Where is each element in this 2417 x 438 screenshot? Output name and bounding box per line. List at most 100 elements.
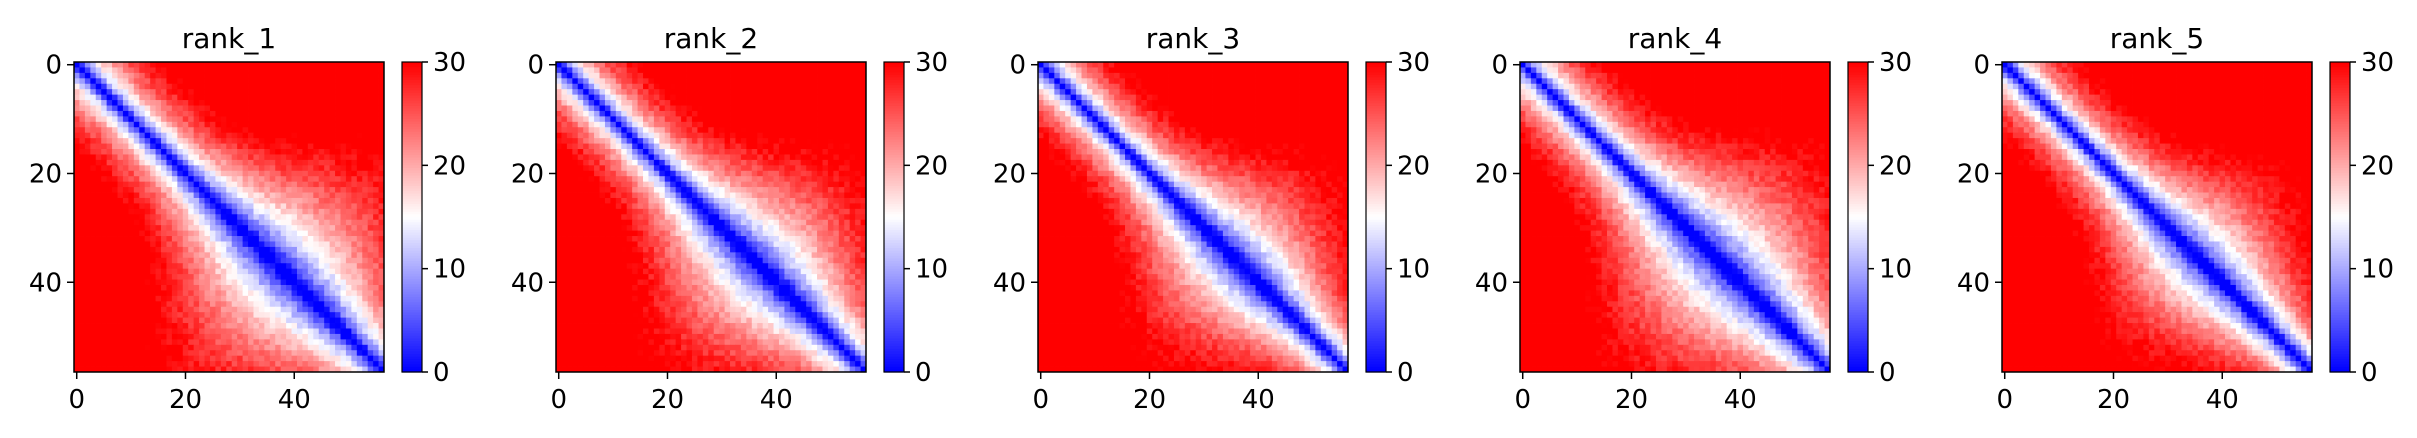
heatmap-cell bbox=[686, 127, 693, 134]
heatmap-cell bbox=[122, 192, 129, 199]
heatmap-cell bbox=[855, 132, 861, 139]
heatmap-cell bbox=[778, 94, 785, 101]
heatmap-cell bbox=[844, 170, 851, 177]
heatmap-cell bbox=[231, 268, 238, 275]
heatmap-cell bbox=[226, 268, 233, 275]
heatmap-cell bbox=[784, 67, 791, 74]
colorbar-segment bbox=[402, 108, 422, 112]
heatmap-cell bbox=[735, 138, 742, 144]
heatmap-cell bbox=[209, 116, 216, 123]
heatmap-cell bbox=[811, 149, 818, 155]
heatmap-cell bbox=[253, 312, 260, 319]
heatmap-cell bbox=[209, 127, 216, 134]
heatmap-cell bbox=[101, 268, 108, 275]
heatmap-cell bbox=[740, 83, 747, 90]
heatmap-cell bbox=[817, 83, 823, 90]
heatmap-cell bbox=[632, 83, 638, 90]
heatmap-cell bbox=[204, 306, 211, 313]
heatmap-cell bbox=[746, 165, 753, 172]
colorbar-segment bbox=[402, 325, 422, 329]
heatmap-cell bbox=[648, 154, 655, 161]
heatmap-cell bbox=[615, 170, 622, 177]
heatmap-cell bbox=[90, 159, 97, 166]
heatmap-cell bbox=[215, 225, 222, 231]
heatmap-cell bbox=[599, 67, 606, 74]
heatmap-cell bbox=[378, 350, 385, 357]
heatmap-cell bbox=[177, 361, 184, 367]
heatmap-cell bbox=[84, 132, 91, 139]
heatmap-cell bbox=[144, 339, 151, 346]
heatmap-cell bbox=[193, 361, 200, 367]
heatmap-cell bbox=[615, 100, 622, 106]
heatmap-cell bbox=[795, 154, 802, 161]
heatmap-cell bbox=[566, 170, 573, 177]
heatmap-cell bbox=[226, 72, 233, 79]
heatmap-cell bbox=[101, 274, 108, 280]
heatmap-cell bbox=[686, 110, 693, 117]
heatmap-cell bbox=[653, 110, 660, 117]
heatmap-cell bbox=[122, 257, 129, 264]
heatmap-cell bbox=[84, 317, 91, 324]
heatmap-cell bbox=[556, 100, 562, 106]
heatmap-cell bbox=[128, 165, 135, 172]
heatmap-cell bbox=[193, 208, 200, 215]
heatmap-cell bbox=[313, 252, 320, 259]
heatmap-cell bbox=[291, 350, 298, 357]
heatmap-cell bbox=[215, 230, 222, 237]
heatmap-cell bbox=[182, 214, 189, 221]
heatmap-cell bbox=[345, 143, 352, 150]
heatmap-cell bbox=[253, 105, 260, 112]
heatmap-cell bbox=[188, 355, 195, 362]
heatmap-cell bbox=[719, 143, 725, 150]
heatmap-cell bbox=[133, 181, 140, 188]
heatmap-cell bbox=[280, 290, 287, 297]
heatmap-cell bbox=[335, 83, 341, 90]
heatmap-cell bbox=[362, 143, 369, 150]
heatmap-cell bbox=[79, 284, 86, 291]
heatmap-cell bbox=[367, 225, 374, 231]
heatmap-cell bbox=[773, 203, 780, 210]
heatmap-cell bbox=[643, 132, 649, 139]
heatmap-cell bbox=[122, 301, 129, 308]
heatmap-cell bbox=[583, 89, 590, 96]
heatmap-cell bbox=[242, 257, 249, 264]
heatmap-cell bbox=[724, 62, 731, 68]
heatmap-cell bbox=[659, 165, 666, 172]
heatmap-cell bbox=[280, 323, 287, 329]
heatmap-cell bbox=[329, 230, 336, 237]
heatmap-cell bbox=[150, 78, 156, 85]
heatmap-cell bbox=[653, 170, 660, 177]
heatmap-cell bbox=[242, 72, 249, 79]
heatmap-cell bbox=[751, 105, 758, 112]
heatmap-cell bbox=[237, 339, 243, 346]
heatmap-cell bbox=[762, 170, 769, 177]
heatmap-cell bbox=[139, 355, 146, 362]
heatmap-cell bbox=[844, 62, 851, 68]
heatmap-cell bbox=[855, 72, 861, 79]
heatmap-cell bbox=[373, 192, 379, 199]
heatmap-cell bbox=[632, 72, 638, 79]
heatmap-cell bbox=[724, 181, 731, 188]
heatmap-cell bbox=[637, 143, 644, 150]
heatmap-cell bbox=[117, 78, 124, 85]
heatmap-cell bbox=[335, 94, 341, 101]
heatmap-cell bbox=[362, 214, 369, 221]
heatmap-cell bbox=[735, 110, 742, 117]
heatmap-cell bbox=[724, 176, 731, 183]
heatmap-cell bbox=[204, 312, 211, 319]
heatmap-cell bbox=[171, 62, 178, 68]
heatmap-cell bbox=[691, 132, 698, 139]
heatmap-cell bbox=[182, 116, 189, 123]
heatmap-cell bbox=[827, 197, 834, 204]
heatmap-cell bbox=[122, 143, 129, 150]
heatmap-cell bbox=[335, 246, 341, 253]
heatmap-cell bbox=[806, 89, 813, 96]
heatmap-cell bbox=[133, 105, 140, 112]
heatmap-cell bbox=[106, 78, 113, 85]
heatmap-cell bbox=[258, 328, 265, 335]
heatmap-cell bbox=[122, 83, 129, 90]
heatmap-cell bbox=[264, 72, 271, 79]
heatmap-cell bbox=[101, 170, 108, 177]
heatmap-cell bbox=[220, 83, 227, 90]
heatmap-cell bbox=[117, 333, 124, 340]
